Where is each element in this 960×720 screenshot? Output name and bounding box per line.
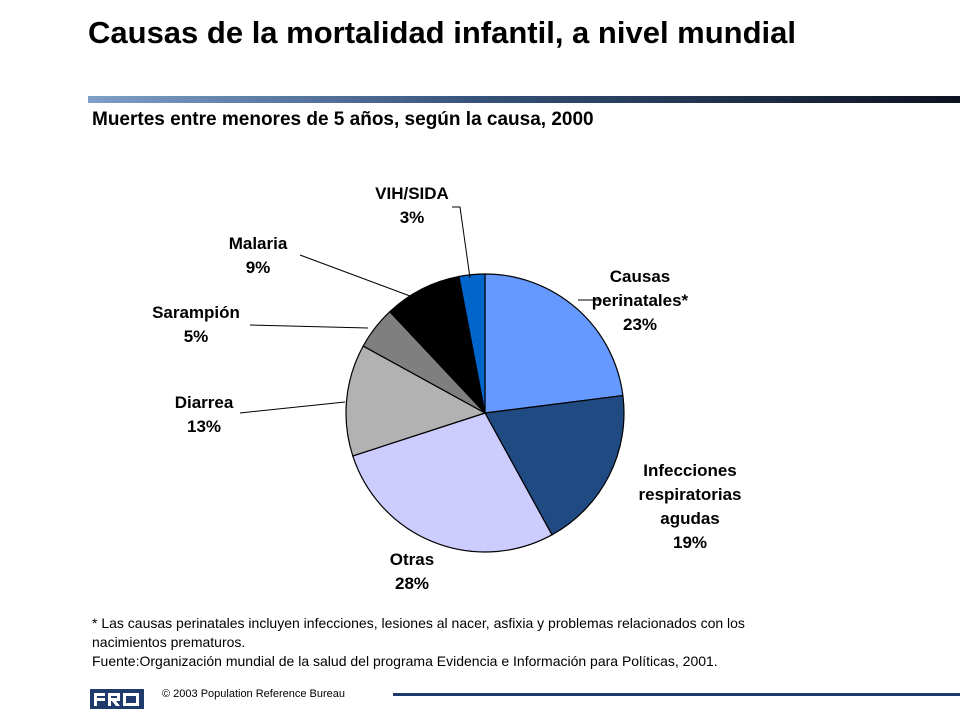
slice-name-label: VIH/SIDA (375, 184, 449, 203)
slice-label: Causas perinatales* 23% (592, 267, 689, 334)
pie-slice (484, 394, 625, 536)
slice-name-label: Sarampión (152, 303, 240, 322)
footnote-line: * Las causas perinatales incluyen infecc… (92, 615, 745, 631)
slice-name-label: Malaria (229, 234, 288, 253)
leader-line (249, 324, 369, 329)
copyright-text: © 2003 Population Reference Bureau (162, 688, 346, 700)
slice-label: Infecciones respiratorias agudas 19% (639, 461, 742, 552)
slice-value-label: 5% (184, 327, 209, 346)
pie-slice (484, 273, 624, 414)
footnote-line: nacimientos prematuros. (92, 634, 246, 650)
slice-name-label: Infecciones (643, 461, 737, 480)
slice-value-label: 19% (673, 533, 707, 552)
slice-value-label: 13% (187, 417, 221, 436)
chart-subtitle: Muertes entre menores de 5 años, según l… (92, 109, 594, 130)
title-divider (88, 96, 960, 103)
slice-name-label: perinatales* (592, 291, 689, 310)
source-line: Fuente:Organización mundial de la salud … (92, 653, 718, 669)
pie-slice (345, 345, 487, 457)
page-title: Causas de la mortalidad infantil, a nive… (88, 15, 797, 50)
slice-name-label: Causas (610, 267, 670, 286)
prb-logo (88, 686, 146, 712)
slice-label: Malaria 9% (229, 234, 288, 277)
leader-line (299, 254, 411, 297)
leader-line (452, 206, 471, 279)
slice-name-label: Diarrea (175, 393, 234, 412)
footnote: * Las causas perinatales incluyen infecc… (92, 614, 872, 671)
slice-label: Diarrea 13% (175, 393, 234, 436)
slice-label: VIH/SIDA 3% (375, 184, 449, 227)
slice-value-label: 3% (400, 208, 425, 227)
slice-label: Sarampión 5% (152, 303, 240, 346)
slice-name-label: respiratorias (639, 485, 742, 504)
pie-slice (458, 273, 486, 414)
slice-name-label: Otras (390, 550, 434, 569)
leader-line (239, 401, 346, 414)
slice-label: Otras 28% (390, 550, 434, 593)
slice-value-label: 23% (623, 315, 657, 334)
footer-divider (393, 693, 960, 696)
slice-value-label: 28% (395, 574, 429, 593)
slice-name-label: agudas (660, 509, 720, 528)
pie-slice (352, 412, 553, 553)
slice-value-label: 9% (246, 258, 271, 277)
